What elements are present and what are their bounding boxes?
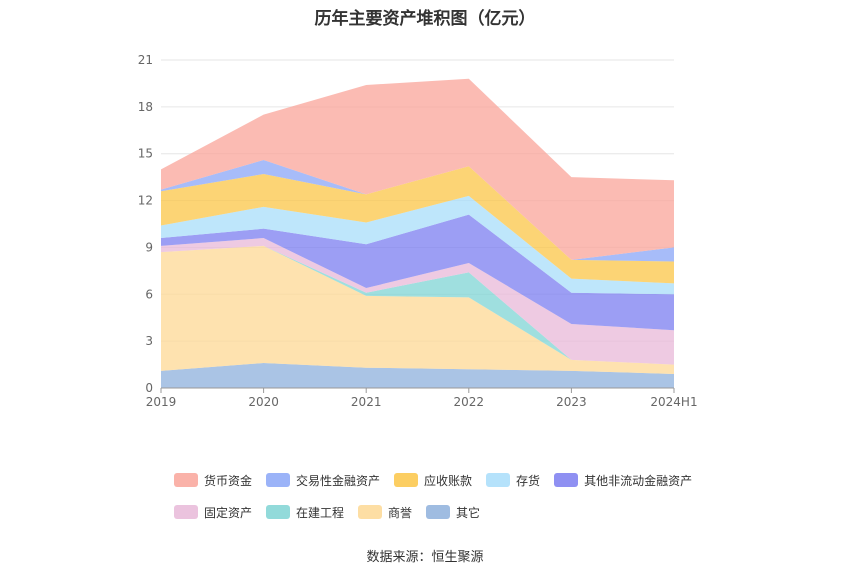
area-series-3 — [161, 238, 674, 365]
y-tick-label: 9 — [145, 240, 153, 254]
legend-swatch — [174, 505, 198, 519]
legend-swatch — [266, 505, 291, 519]
area-layer — [161, 78, 674, 388]
chart-title: 历年主要资产堆积图（亿元） — [314, 9, 536, 29]
y-tick-label: 15 — [138, 147, 153, 161]
legend-label: 货币资金 — [204, 473, 253, 488]
legend-item[interactable]: 商誉 — [358, 504, 412, 520]
legend-swatch — [358, 505, 383, 519]
legend-label: 在建工程 — [296, 505, 345, 520]
legend-item[interactable]: 交易性金融资产 — [266, 472, 380, 488]
legend-label: 固定资产 — [204, 505, 253, 520]
legend-label: 应收账款 — [424, 473, 473, 488]
x-tick-label: 2022 — [454, 395, 485, 409]
area-series-1 — [161, 245, 674, 374]
legend-label: 其它 — [456, 505, 481, 520]
legend-label: 存货 — [516, 473, 541, 488]
legend-swatch — [554, 473, 579, 487]
legend-swatch — [426, 505, 451, 519]
source-note: 数据来源：恒生聚源 — [366, 550, 484, 565]
legend-item[interactable]: 在建工程 — [266, 504, 344, 520]
area-series-8 — [161, 78, 674, 260]
y-tick-label: 3 — [145, 334, 153, 348]
y-tick-label: 18 — [138, 100, 153, 114]
legend-swatch — [174, 473, 198, 487]
x-tick-label: 2023 — [556, 395, 587, 409]
y-tick-label: 21 — [138, 53, 153, 67]
area-series-6 — [161, 166, 674, 284]
legend-swatch — [486, 473, 511, 487]
legend-item[interactable]: 货币资金 — [174, 472, 252, 488]
legend-label: 其他非流动金融资产 — [584, 473, 693, 488]
legend: 货币资金 交易性金融资产 应收账款 存货 其他非流动金融资产固定资产 在建工程 商誉 其它 — [174, 472, 714, 528]
legend-label: 商誉 — [388, 505, 413, 520]
x-tick-label: 2024H1 — [650, 395, 697, 409]
legend-swatch — [394, 473, 419, 487]
y-tick-label: 6 — [145, 287, 153, 301]
x-tick-label: 2020 — [248, 395, 279, 409]
area-series-5 — [161, 195, 674, 295]
legend-swatch — [266, 473, 291, 487]
x-tick-label: 2021 — [351, 395, 382, 409]
legend-item[interactable]: 固定资产 — [174, 504, 252, 520]
y-tick-label: 0 — [145, 381, 153, 395]
legend-item[interactable]: 存货 — [486, 472, 540, 488]
legend-item[interactable]: 其它 — [426, 504, 480, 520]
axes: 0 3 6 9 12 15 18 21 2019 2020 2021 2022 2023 2024H1 — [138, 53, 698, 409]
legend-label: 交易性金融资产 — [296, 473, 381, 488]
area-series-0 — [161, 363, 674, 388]
y-tick-label: 12 — [138, 194, 153, 208]
x-tick-label: 2019 — [146, 395, 177, 409]
legend-item[interactable]: 应收账款 — [394, 472, 472, 488]
legend-item[interactable]: 其他非流动金融资产 — [554, 472, 692, 488]
area-series-4 — [161, 214, 674, 331]
